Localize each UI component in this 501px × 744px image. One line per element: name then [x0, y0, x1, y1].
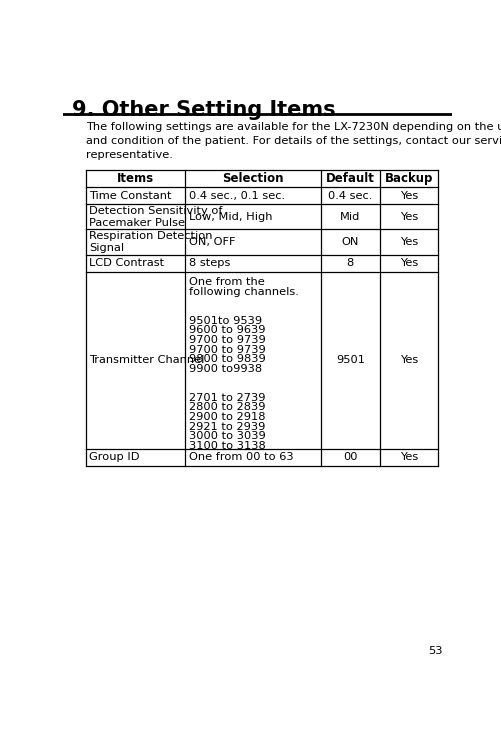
Text: Group ID: Group ID: [89, 452, 139, 462]
Text: 9501to 9539: 9501to 9539: [189, 315, 262, 326]
Text: 9700 to 9739: 9700 to 9739: [189, 335, 266, 345]
Text: Mid: Mid: [339, 212, 360, 222]
Text: 00: 00: [342, 452, 357, 462]
Text: 9700 to 9739: 9700 to 9739: [189, 344, 266, 355]
Text: 9600 to 9639: 9600 to 9639: [189, 325, 265, 336]
Text: 2701 to 2739: 2701 to 2739: [189, 393, 265, 403]
Text: Respiration Detection
Signal: Respiration Detection Signal: [89, 231, 212, 253]
Text: 3100 to 3138: 3100 to 3138: [189, 440, 266, 451]
Text: Default: Default: [325, 172, 374, 185]
Text: Selection: Selection: [222, 172, 283, 185]
Text: Yes: Yes: [399, 258, 417, 269]
Text: Backup: Backup: [384, 172, 432, 185]
Text: Yes: Yes: [399, 356, 417, 365]
Text: 8: 8: [346, 258, 353, 269]
Text: ON: ON: [341, 237, 358, 247]
Text: 2800 to 2839: 2800 to 2839: [189, 403, 265, 412]
Text: LCD Contrast: LCD Contrast: [89, 258, 164, 269]
Text: 9900 to9938: 9900 to9938: [189, 364, 262, 373]
Text: 2900 to 2918: 2900 to 2918: [189, 412, 265, 422]
Text: One from the: One from the: [189, 278, 265, 287]
Text: Items: Items: [117, 172, 154, 185]
Text: 9800 to 9839: 9800 to 9839: [189, 354, 266, 364]
Text: 2921 to 2939: 2921 to 2939: [189, 422, 265, 432]
Text: 3000 to 3039: 3000 to 3039: [189, 432, 266, 441]
Text: 9. Other Setting Items: 9. Other Setting Items: [72, 100, 335, 120]
Text: Time Constant: Time Constant: [89, 190, 171, 201]
Text: Detection Sensitivity of
Pacemaker Pulse: Detection Sensitivity of Pacemaker Pulse: [89, 206, 222, 228]
Text: Yes: Yes: [399, 190, 417, 201]
Text: One from 00 to 63: One from 00 to 63: [189, 452, 293, 462]
Text: 0.4 sec., 0.1 sec.: 0.4 sec., 0.1 sec.: [189, 190, 285, 201]
Text: 8 steps: 8 steps: [189, 258, 230, 269]
Text: 53: 53: [427, 646, 441, 656]
Text: The following settings are available for the LX-7230N depending on the use
and c: The following settings are available for…: [86, 121, 501, 161]
Text: Yes: Yes: [399, 452, 417, 462]
Text: Low, Mid, High: Low, Mid, High: [189, 212, 272, 222]
Text: 9501: 9501: [335, 356, 364, 365]
Text: Transmitter Channel: Transmitter Channel: [89, 356, 204, 365]
Text: following channels.: following channels.: [189, 286, 299, 297]
Text: Yes: Yes: [399, 212, 417, 222]
Text: ON, OFF: ON, OFF: [189, 237, 235, 247]
Text: 0.4 sec.: 0.4 sec.: [328, 190, 372, 201]
Text: Yes: Yes: [399, 237, 417, 247]
